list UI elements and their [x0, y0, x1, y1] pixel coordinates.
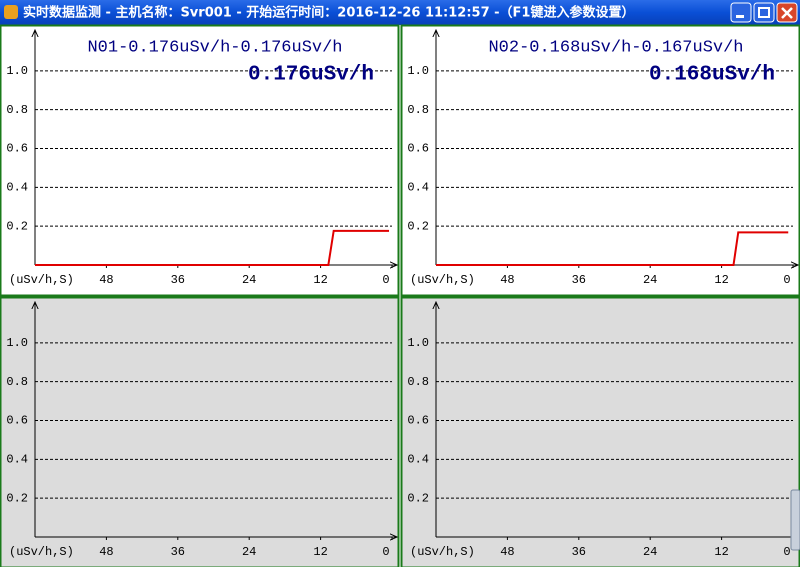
- y-tick-label: 1.0: [407, 336, 429, 350]
- y-tick-label: 0.4: [407, 181, 429, 195]
- x-tick-label: 48: [99, 273, 113, 287]
- y-tick-label: 0.8: [407, 375, 429, 389]
- x-axis-label: (uSv/h,S): [410, 545, 475, 559]
- x-tick-label: 36: [572, 545, 586, 559]
- y-tick-label: 0.6: [6, 142, 28, 156]
- y-tick-label: 1.0: [407, 64, 429, 78]
- window-title: 实时数据监测 - 主机名称：Svr001 - 开始运行时间：2016-12-26…: [23, 5, 634, 21]
- chart-panel: 0.2 0.4 0.6 0.8 1.0 48 36 24 12 0 (uSv/h,S): [400, 296, 800, 569]
- y-tick-label: 1.0: [6, 64, 28, 78]
- y-tick-label: 0.4: [407, 453, 429, 467]
- y-tick-label: 0.6: [407, 414, 429, 428]
- x-axis-label: (uSv/h,S): [410, 273, 475, 287]
- close-button[interactable]: [776, 2, 798, 23]
- panel-title: N02-0.168uSv/h-0.167uSv/h: [488, 38, 743, 57]
- x-axis-label: (uSv/h,S): [9, 273, 74, 287]
- current-value: 0.176uSv/h: [248, 64, 374, 87]
- x-tick-label: 36: [171, 545, 185, 559]
- x-tick-label: 12: [714, 545, 728, 559]
- x-tick-label: 12: [313, 545, 327, 559]
- chart-panel: 0.2 0.4 0.6 0.8 1.0 48 36 24 12 0 (uSv/h,S): [0, 296, 400, 569]
- current-value: 0.168uSv/h: [649, 64, 775, 87]
- x-tick-label: 36: [572, 273, 586, 287]
- y-tick-label: 0.8: [6, 375, 28, 389]
- y-tick-label: 0.8: [407, 103, 429, 117]
- x-tick-label: 12: [714, 273, 728, 287]
- app-icon: [4, 5, 18, 19]
- x-axis-label: (uSv/h,S): [9, 545, 74, 559]
- y-tick-label: 0.6: [6, 414, 28, 428]
- y-tick-label: 0.6: [407, 142, 429, 156]
- panel-title: N01-0.176uSv/h-0.176uSv/h: [87, 38, 342, 57]
- title-bar: [0, 0, 800, 25]
- maximize-button[interactable]: [753, 2, 775, 23]
- y-tick-label: 0.4: [6, 181, 28, 195]
- x-tick-label: 0: [382, 273, 389, 287]
- minimize-button[interactable]: [730, 2, 752, 23]
- chart-panel: 0.2 0.4 0.6 0.8 1.0 48 36 24 12 0 (uSv/h,S) N02-0.1…: [400, 24, 800, 297]
- data-line: [436, 231, 789, 266]
- x-tick-label: 48: [500, 273, 514, 287]
- x-tick-label: 24: [242, 273, 256, 287]
- x-tick-label: 24: [242, 545, 256, 559]
- data-line: [35, 229, 390, 266]
- y-tick-label: 0.8: [6, 103, 28, 117]
- y-tick-label: 0.2: [407, 219, 429, 233]
- x-tick-label: 36: [171, 273, 185, 287]
- y-tick-label: 0.2: [6, 219, 28, 233]
- panel-background: [0, 296, 400, 569]
- y-tick-label: 1.0: [6, 336, 28, 350]
- x-tick-label: 24: [643, 545, 657, 559]
- x-tick-label: 0: [783, 273, 790, 287]
- x-tick-label: 48: [500, 545, 514, 559]
- x-tick-label: 12: [313, 273, 327, 287]
- panel-background: [400, 296, 800, 569]
- x-tick-label: 48: [99, 545, 113, 559]
- y-tick-label: 0.2: [6, 491, 28, 505]
- chart-panel: 0.2 0.4 0.6 0.8 1.0 48 36 24 12 0 (uSv/h,S) N01-0.1…: [0, 24, 400, 297]
- scroll-thumb[interactable]: [790, 489, 800, 551]
- x-tick-label: 0: [783, 545, 790, 559]
- x-tick-label: 24: [643, 273, 657, 287]
- y-tick-label: 0.2: [407, 491, 429, 505]
- x-tick-label: 0: [382, 545, 389, 559]
- panels: 0.2 0.4 0.6 0.8 1.0 48 36 24 12 0 (uSv/h,S) N01-0.1…: [0, 24, 800, 569]
- y-tick-label: 0.4: [6, 453, 28, 467]
